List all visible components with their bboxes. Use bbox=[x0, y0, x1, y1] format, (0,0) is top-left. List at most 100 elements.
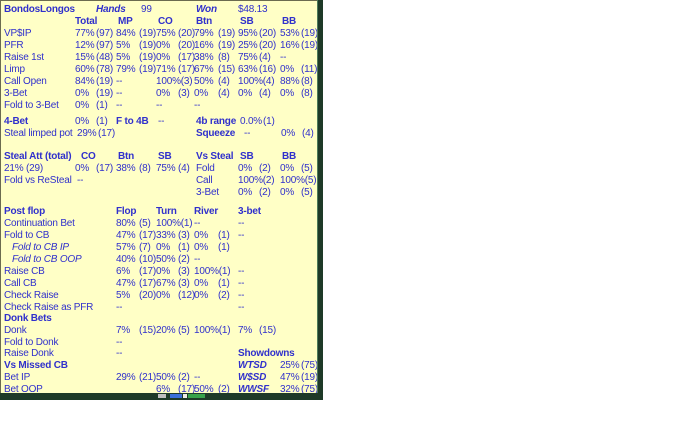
stat-header-cell: Donk Bets bbox=[4, 313, 52, 324]
stat-cell: 3-Bet bbox=[196, 187, 219, 198]
stat-cell: 95% bbox=[238, 28, 258, 39]
stat-cell: (17) bbox=[139, 278, 156, 289]
stat-cell: 0% bbox=[156, 40, 171, 51]
stat-cell: (19) bbox=[96, 88, 113, 99]
stat-cell: 0% bbox=[194, 290, 209, 301]
stat-cell: 0% bbox=[194, 242, 209, 253]
stat-cell: 15% bbox=[75, 52, 95, 63]
stat-cell: 75% bbox=[238, 52, 258, 63]
stat-cell: (78) bbox=[96, 64, 113, 75]
stat-cell: (19) bbox=[139, 40, 156, 51]
stat-cell: Fold to Donk bbox=[4, 337, 59, 348]
stat-header-cell: Squeeze bbox=[196, 128, 236, 139]
hud-stats-panel[interactable]: BondosLongos Hands 99 Won $48.13 Total MP CO Btn… bbox=[0, 0, 318, 395]
stat-cell: (1) bbox=[218, 242, 230, 253]
stat-cell: 50% bbox=[194, 384, 214, 395]
stat-cell: 5% bbox=[116, 52, 131, 63]
stat-cell: -- bbox=[77, 175, 84, 186]
stat-cell: -- bbox=[116, 302, 123, 313]
stat-cell: 80% bbox=[116, 218, 136, 229]
stat-cell: (97) bbox=[96, 40, 113, 51]
stat-header-cell: Vs Missed CB bbox=[4, 360, 68, 371]
stat-cell: (1) bbox=[96, 116, 108, 127]
stat-cell: 25% bbox=[238, 40, 258, 51]
three-bet: 3-Bet 0% (19) -- 0% (3) 0% (4) 0% (4) 0% (8) bbox=[1, 88, 317, 100]
stat-cell: (2) bbox=[178, 254, 190, 265]
stat-cell: -- bbox=[116, 88, 123, 99]
stat-header-cell: 3-bet bbox=[238, 206, 261, 217]
stat-cell: 0% bbox=[156, 242, 171, 253]
stat-cell: (1) bbox=[96, 100, 108, 111]
stat-cell: (2) bbox=[218, 290, 230, 301]
background-artifact-gray bbox=[158, 394, 166, 398]
stat-cell: (7) bbox=[139, 242, 151, 253]
steal-limped-pot: Steal limped pot 29% (17) Squeeze -- 0% (4) bbox=[1, 128, 317, 140]
stat-cell: (20) bbox=[178, 28, 195, 39]
stat-cell: 100%(1) bbox=[156, 218, 193, 229]
fold-to-cb: Fold to CB 47% (17) 33% (3) 0% (1) -- bbox=[1, 230, 317, 242]
four-bet: 4-Bet 0% (1) F to 4B -- 4b range 0.0% (1) bbox=[1, 116, 317, 128]
stat-cell: 100%(1) bbox=[194, 266, 231, 277]
raise-first: Raise 1st 15% (48) 5% (19) 0% (17) 38% (8) 75% (4)… bbox=[1, 52, 317, 64]
stat-cell: (15) bbox=[139, 325, 156, 336]
stat-cell: (19) bbox=[96, 76, 113, 87]
stat-cell: Fold to 3-Bet bbox=[4, 100, 59, 111]
stat-cell: -- bbox=[158, 116, 165, 127]
stat-header-cell: River bbox=[194, 206, 219, 217]
stat-cell: 47% bbox=[280, 372, 300, 383]
stat-cell: (8) bbox=[301, 88, 313, 99]
stat-cell: -- bbox=[116, 100, 123, 111]
stat-cell: -- bbox=[280, 52, 287, 63]
stat-header-cell: Fold to CB OOP bbox=[12, 254, 82, 265]
stat-header-cell: F to 4B bbox=[116, 116, 149, 127]
stat-cell: 0% bbox=[281, 128, 296, 139]
stat-cell: (11) bbox=[301, 64, 318, 75]
stat-cell: Call Open bbox=[4, 76, 47, 87]
stat-cell: Fold bbox=[196, 163, 215, 174]
stat-cell: Steal limped pot bbox=[4, 128, 73, 139]
stat-cell: Raise 1st bbox=[4, 52, 44, 63]
stat-header-cell: Won bbox=[196, 4, 217, 15]
stat-cell: $48.13 bbox=[238, 4, 268, 15]
stat-cell: Fold to CB bbox=[4, 230, 50, 241]
stat-cell: 0% bbox=[280, 163, 295, 174]
stat-cell: 79% bbox=[194, 28, 214, 39]
stat-cell: 84% bbox=[116, 28, 136, 39]
stat-header-cell: Total bbox=[75, 16, 98, 27]
stat-cell: (4) bbox=[259, 88, 271, 99]
stat-cell: (12) bbox=[178, 290, 195, 301]
stat-cell: Call CB bbox=[4, 278, 37, 289]
stat-cell: -- bbox=[194, 100, 201, 111]
stat-cell: (4) bbox=[178, 163, 190, 174]
stat-cell: 7% bbox=[238, 325, 253, 336]
stat-header-cell: Turn bbox=[156, 206, 177, 217]
stat-cell: 40% bbox=[116, 254, 136, 265]
position-headers: Total MP CO Btn SB BB bbox=[1, 16, 317, 28]
stat-cell: (75) bbox=[301, 384, 318, 395]
fold-to-donk: Fold to Donk -- bbox=[1, 337, 317, 349]
stat-cell: (8) bbox=[139, 163, 151, 174]
stat-cell: (19) bbox=[139, 28, 156, 39]
stat-cell: 0% bbox=[194, 88, 209, 99]
stat-cell: (17) bbox=[98, 128, 115, 139]
stat-cell: (1) bbox=[218, 230, 230, 241]
stat-header-cell: W$SD bbox=[238, 372, 267, 383]
stat-cell: 88% bbox=[280, 76, 300, 87]
stat-header-cell: SB bbox=[240, 16, 254, 27]
stat-cell: 7% bbox=[116, 325, 131, 336]
stat-cell: -- bbox=[238, 278, 245, 289]
stat-cell: (2) bbox=[178, 372, 190, 383]
call-cb: Call CB 47% (17) 67% (3) 0% (1) -- bbox=[1, 278, 317, 290]
stat-cell: (29) bbox=[26, 163, 43, 174]
stat-cell: 0% bbox=[75, 100, 90, 111]
stat-cell: (17) bbox=[178, 64, 195, 75]
stat-cell: (17) bbox=[178, 384, 195, 395]
stat-cell: Bet IP bbox=[4, 372, 31, 383]
donk: Donk 7% (15) 20% (5) 100%(1) 7% (15) bbox=[1, 325, 317, 337]
stat-cell: 63% bbox=[238, 64, 258, 75]
stat-cell: -- bbox=[116, 348, 123, 359]
stat-cell: 100%(3) bbox=[156, 76, 193, 87]
fold-to-cb-oop: Fold to CB OOP 40% (10) 50% (2) -- bbox=[1, 254, 317, 266]
stat-cell: 6% bbox=[116, 266, 131, 277]
stat-header-cell: CO bbox=[158, 16, 173, 27]
